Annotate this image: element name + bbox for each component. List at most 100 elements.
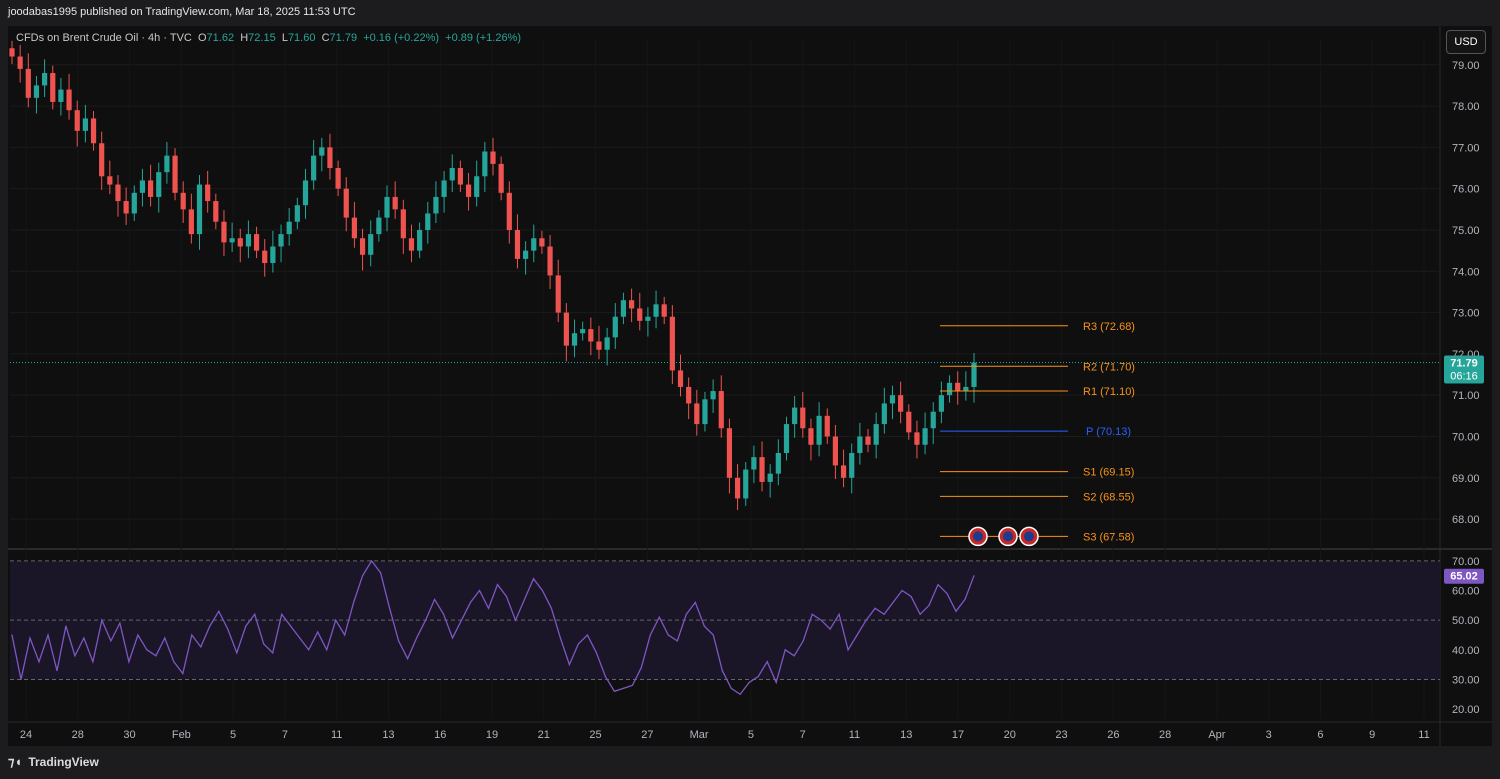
low-value: 71.60 <box>287 32 316 44</box>
candle-body <box>351 217 358 239</box>
candle-body <box>865 436 871 445</box>
rsi-point <box>748 681 750 684</box>
candle-body <box>800 407 806 429</box>
candle-body <box>580 329 586 334</box>
candle-body <box>278 234 284 247</box>
candle-body <box>433 196 439 214</box>
rsi-point <box>559 637 562 639</box>
rsi-point <box>667 634 669 636</box>
rsi-point <box>155 655 157 657</box>
rsi-point <box>946 592 948 595</box>
y-tick-label: 79.00 <box>1452 60 1480 72</box>
candle-body <box>229 238 235 243</box>
rsi-point <box>380 572 382 574</box>
candle-body <box>123 201 129 214</box>
candle-body <box>514 229 521 259</box>
rsi-point <box>793 655 795 657</box>
rsi-point <box>227 628 229 630</box>
rsi-point <box>757 675 759 678</box>
x-tick-label: 9 <box>1369 729 1375 741</box>
rsi-y-tick-label: 40.00 <box>1452 645 1480 657</box>
candle-body <box>930 411 936 429</box>
y-tick-label: 71.00 <box>1452 390 1480 402</box>
candle-body <box>531 238 537 251</box>
footer-brand[interactable]: ⁊◖ TradingView <box>8 754 99 770</box>
rsi-point <box>209 625 211 627</box>
candle-body <box>898 395 904 412</box>
rsi-point <box>317 631 319 633</box>
candle-body <box>710 391 716 400</box>
rsi-point <box>38 661 40 663</box>
rsi-point <box>299 637 301 639</box>
change-value: +0.16 (+0.22%) <box>363 32 440 44</box>
price-badge-value: 71.79 <box>1450 358 1478 370</box>
rsi-point <box>694 601 696 603</box>
y-tick-label: 78.00 <box>1452 101 1480 113</box>
x-tick-label: 11 <box>331 729 342 741</box>
rsi-y-tick-label: 30.00 <box>1452 674 1480 686</box>
publish-info: joodabas1995 published on TradingView.co… <box>8 6 356 18</box>
candle-body <box>482 151 488 177</box>
rsi-point <box>829 628 831 630</box>
rsi-point <box>415 637 418 639</box>
candle-body <box>539 238 545 247</box>
candle-body <box>971 362 977 387</box>
x-tick-label: 23 <box>1055 729 1067 741</box>
candle-body <box>335 168 341 189</box>
candle-body <box>637 308 643 321</box>
candle-body <box>392 196 398 210</box>
rsi-point <box>820 619 822 621</box>
rsi-point <box>928 604 930 606</box>
candle-body <box>677 370 684 387</box>
pivot-level-label: P (70.13) <box>1086 426 1131 438</box>
x-tick-label: 21 <box>538 729 550 741</box>
candle-body <box>25 68 31 98</box>
currency-button[interactable]: USD <box>1446 30 1486 54</box>
us-flag-event-icon-inner <box>973 531 983 542</box>
x-tick-label: 26 <box>1107 729 1119 741</box>
candle-body <box>963 386 969 392</box>
rsi-point <box>613 690 615 692</box>
candle-body <box>775 453 781 474</box>
rsi-y-tick-label: 60.00 <box>1452 586 1480 598</box>
candle-body <box>131 192 137 214</box>
candle-body <box>628 300 635 309</box>
x-tick-label: 11 <box>849 729 860 741</box>
pivot-level-label: R3 (72.68) <box>1083 321 1135 333</box>
candle-body <box>857 436 863 454</box>
tradingview-logo-icon: ⁊◖ <box>8 754 23 769</box>
rsi-point <box>371 560 373 562</box>
rsi-point <box>856 634 858 636</box>
high-value: 72.15 <box>248 32 276 44</box>
rsi-point <box>730 687 732 689</box>
rsi-point <box>308 649 310 651</box>
rsi-point <box>883 613 885 615</box>
x-tick-label: Feb <box>172 729 191 741</box>
rsi-point <box>218 610 220 612</box>
rsi-point <box>65 625 67 627</box>
rsi-point <box>550 607 553 609</box>
candle-body <box>694 403 700 425</box>
rsi-point <box>344 634 346 636</box>
candle-body <box>498 163 504 193</box>
candle-body <box>172 155 178 193</box>
candle-body <box>726 428 733 478</box>
candle-body <box>620 300 627 317</box>
candle-body <box>286 221 292 235</box>
rsi-point <box>478 589 481 592</box>
candle-body <box>849 453 855 478</box>
candle-body <box>294 205 300 222</box>
candle-body <box>686 386 692 404</box>
rsi-point <box>892 601 894 603</box>
candle-body <box>9 48 15 57</box>
rsi-point <box>640 667 642 669</box>
rsi-point <box>164 637 166 639</box>
pivot-level-label: R2 (71.70) <box>1083 361 1135 373</box>
candle-body <box>873 424 879 445</box>
rsi-point <box>191 634 193 636</box>
x-tick-label: 5 <box>748 729 754 741</box>
candle-body <box>506 192 512 230</box>
rsi-y-tick-label: 20.00 <box>1452 704 1480 716</box>
rsi-point <box>397 640 400 642</box>
